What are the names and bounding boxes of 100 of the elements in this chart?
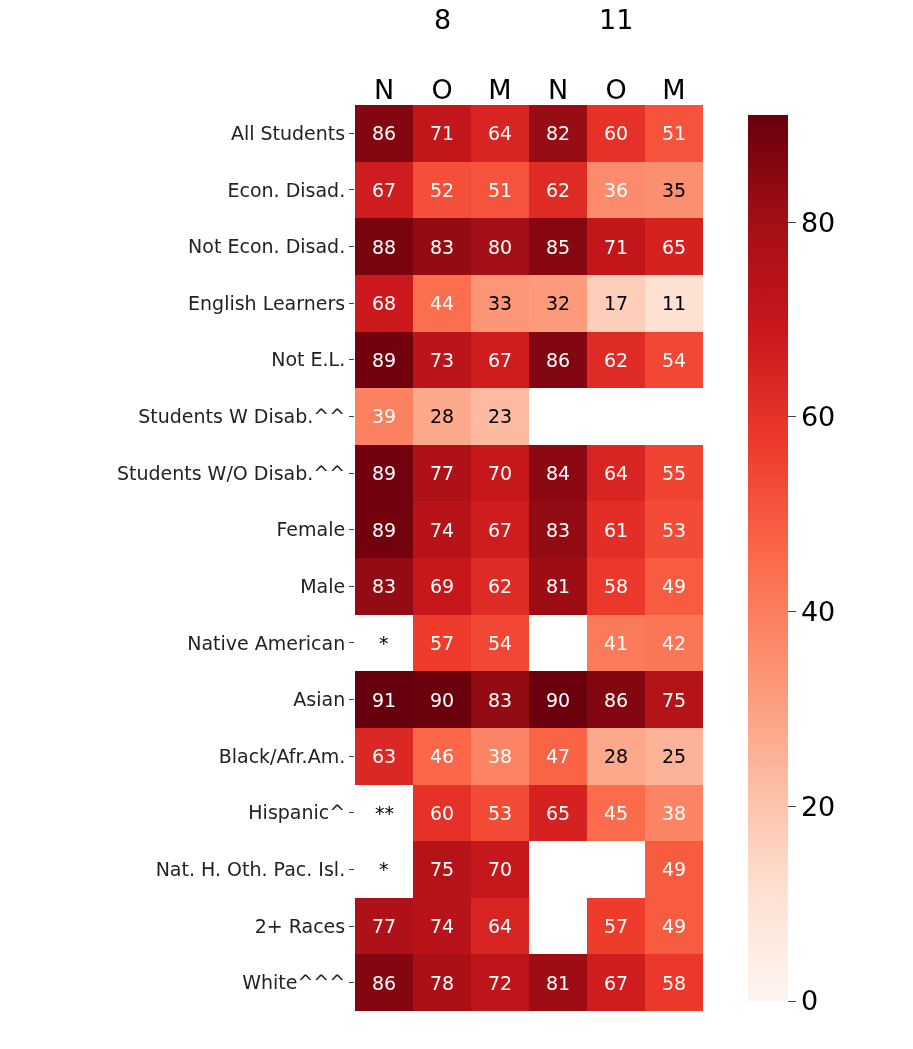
data-label: 52 (430, 179, 455, 201)
x-tick-label: M (662, 73, 686, 105)
data-label: 65 (546, 802, 571, 824)
text: 11 (599, 4, 634, 35)
data-label: 86 (546, 349, 571, 371)
data-label: 71 (604, 236, 629, 258)
data-label: 83 (372, 575, 397, 597)
y-tick-label: Male (300, 574, 346, 597)
data-label: 62 (488, 575, 513, 597)
data-label: 65 (662, 236, 687, 258)
data-label: 62 (604, 349, 629, 371)
data-label: 84 (546, 462, 571, 484)
data-label: 44 (430, 292, 455, 314)
data-label: 58 (604, 575, 629, 597)
data-label: 35 (662, 179, 687, 201)
data-label: 64 (488, 122, 513, 144)
data-label: 80 (488, 236, 513, 258)
data-label: 83 (546, 519, 571, 541)
x-tick-label: N (373, 73, 395, 105)
data-label: 89 (372, 462, 397, 484)
data-label: 75 (430, 858, 455, 880)
data-label: 86 (604, 689, 629, 711)
color-bar-label: 20 (800, 790, 836, 822)
data-label: 54 (488, 632, 513, 654)
data-label: 41 (604, 632, 629, 654)
data-label: 62 (546, 179, 571, 201)
data-label: 47 (546, 745, 571, 767)
data-label: 86 (372, 972, 397, 994)
data-label: 54 (662, 349, 687, 371)
y-tick-label: English Learners (188, 291, 346, 314)
data-label: 86 (372, 122, 397, 144)
data-label: 46 (430, 745, 455, 767)
color-bar-label: 80 (800, 206, 836, 238)
data-label: 90 (546, 689, 571, 711)
data-label: 68 (372, 292, 397, 314)
data-label: 60 (604, 122, 629, 144)
data-label: 74 (430, 519, 455, 541)
data-label: 89 (372, 519, 397, 541)
data-label: 83 (430, 236, 455, 258)
data-label: 69 (430, 575, 455, 597)
data-label: 85 (546, 236, 571, 258)
data-label: 57 (604, 915, 629, 937)
data-label: 72 (488, 972, 513, 994)
data-label: 70 (488, 462, 513, 484)
data-label: 73 (430, 349, 455, 371)
data-label: 83 (488, 689, 513, 711)
data-label: 53 (488, 802, 513, 824)
data-label: 67 (488, 519, 513, 541)
y-tick-label: Black/Afr.Am. (218, 744, 346, 767)
y-tick-label: 2+ Races (254, 914, 346, 937)
data-label: 88 (372, 236, 397, 258)
data-label: 63 (372, 745, 397, 767)
data-label: 70 (488, 858, 513, 880)
data-label: 39 (372, 405, 397, 427)
data-label: 45 (604, 802, 629, 824)
data-label: 64 (604, 462, 629, 484)
data-label: 61 (604, 519, 629, 541)
data-label: 75 (662, 689, 687, 711)
x-tick-label: O (605, 73, 627, 105)
data-label: 60 (430, 802, 455, 824)
text: ** (375, 802, 394, 824)
y-tick-label: Students W Disab.^^ (138, 405, 346, 428)
y-tick-label: Asian (293, 688, 346, 711)
data-label: 81 (546, 575, 571, 597)
data-label: 42 (662, 632, 687, 654)
data-label: 78 (430, 972, 455, 994)
data-label: 51 (662, 122, 687, 144)
data-label: 67 (372, 179, 397, 201)
y-tick-label: Students W/O Disab.^^ (116, 461, 346, 484)
data-label: 49 (662, 915, 687, 937)
data-label: 49 (662, 858, 687, 880)
data-label: 67 (604, 972, 629, 994)
data-label: 90 (430, 689, 455, 711)
data-label: 77 (430, 462, 455, 484)
data-label: 74 (430, 915, 455, 937)
data-label: 82 (546, 122, 571, 144)
data-label: 89 (372, 349, 397, 371)
x-tick-label: M (488, 73, 512, 105)
data-label: 36 (604, 179, 629, 201)
text: * (379, 858, 389, 880)
color-bar-label: 0 (800, 985, 819, 1017)
y-tick-label: Not Econ. Disad. (188, 235, 346, 258)
data-label: 53 (662, 519, 687, 541)
color-bar-label: 40 (800, 596, 836, 627)
data-label: 64 (488, 915, 513, 937)
data-label: 28 (604, 745, 629, 767)
x-tick-label: N (547, 73, 569, 105)
data-label: 55 (662, 462, 687, 484)
data-label: 91 (372, 689, 397, 711)
data-label: 81 (546, 972, 571, 994)
text: * (379, 632, 389, 654)
data-label: 49 (662, 575, 687, 597)
data-label: 23 (488, 405, 513, 427)
y-tick-label: Hispanic^ (248, 801, 346, 824)
data-label: 67 (488, 349, 513, 371)
data-label: 28 (430, 405, 455, 427)
color-bar-label: 60 (800, 401, 836, 433)
data-label: 38 (488, 745, 513, 767)
data-label: 11 (662, 292, 687, 314)
text: 8 (434, 4, 452, 35)
